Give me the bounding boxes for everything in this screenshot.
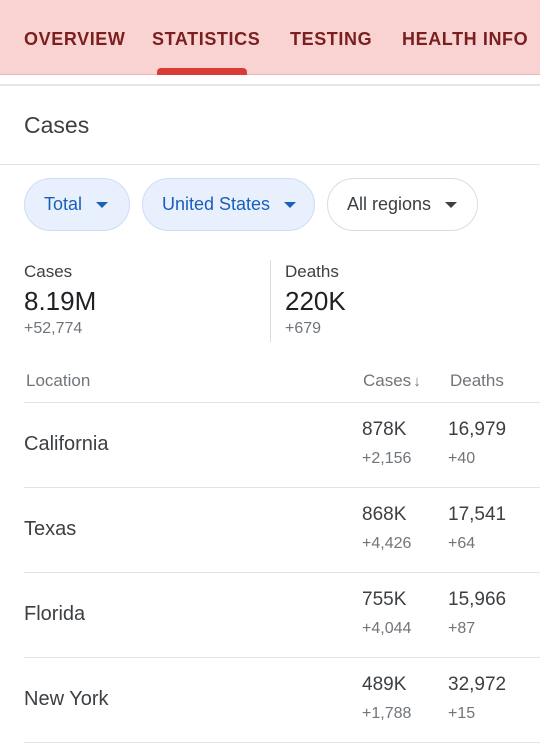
section-title: Cases [24, 112, 90, 138]
row-location: New York [24, 688, 109, 710]
arrow-down-icon: ↓ [413, 373, 421, 390]
tab-overview[interactable]: OVERVIEW [24, 29, 126, 49]
deaths-summary-delta: +679 [285, 320, 322, 337]
row-divider [24, 657, 540, 658]
content-top-edge [0, 84, 540, 86]
row-location: Florida [24, 603, 86, 625]
row-cases: 755K [362, 589, 407, 610]
row-cases: 489K [362, 674, 407, 695]
table-header-divider [24, 402, 540, 403]
cases-summary-label: Cases [24, 262, 73, 281]
row-location: Texas [24, 518, 77, 540]
tab-health-info[interactable]: HEALTH INFO [402, 29, 529, 49]
column-header-location[interactable]: Location [26, 371, 91, 390]
period-filter-label: Total [44, 194, 83, 214]
row-divider [24, 742, 540, 743]
deaths-summary-label: Deaths [285, 262, 339, 281]
row-cases-delta: +2,156 [362, 450, 412, 467]
tab-statistics[interactable]: STATISTICS [152, 29, 261, 49]
row-cases-delta: +4,426 [362, 535, 412, 552]
tab-bar: OVERVIEW STATISTICS TESTING HEALTH INFO [0, 0, 540, 75]
summary-separator [270, 260, 271, 342]
row-deaths: 32,972 [448, 674, 507, 695]
row-deaths: 17,541 [448, 504, 507, 525]
row-deaths-delta: +15 [448, 705, 476, 722]
dropdown-caret-icon [96, 201, 109, 208]
dropdown-caret-icon [445, 201, 458, 208]
row-deaths-delta: +64 [448, 535, 476, 552]
row-cases: 878K [362, 419, 407, 440]
section-divider [0, 164, 540, 165]
row-cases-delta: +1,788 [362, 705, 412, 722]
active-tab-indicator [157, 68, 247, 75]
row-location: California [24, 433, 109, 455]
deaths-summary-value: 220K [285, 286, 346, 316]
country-filter-label: United States [162, 194, 271, 214]
region-filter-label: All regions [347, 194, 432, 214]
row-deaths-delta: +40 [448, 450, 476, 467]
row-deaths: 16,979 [448, 419, 507, 440]
dropdown-caret-icon [284, 201, 297, 208]
row-cases-delta: +4,044 [362, 620, 412, 637]
column-header-cases-label: Cases [363, 371, 412, 390]
row-deaths-delta: +87 [448, 620, 476, 637]
period-filter-chip[interactable]: Total [24, 178, 130, 231]
cases-summary-delta: +52,774 [24, 320, 83, 337]
row-divider [24, 572, 540, 573]
region-filter-chip[interactable]: All regions [327, 178, 478, 231]
country-filter-chip[interactable]: United States [142, 178, 315, 231]
column-header-cases[interactable]: Cases ↓ [363, 371, 421, 391]
row-cases: 868K [362, 504, 407, 525]
cases-summary-value: 8.19M [24, 286, 97, 316]
tab-testing[interactable]: TESTING [290, 29, 373, 49]
row-divider [24, 487, 540, 488]
row-deaths: 15,966 [448, 589, 507, 610]
column-header-deaths[interactable]: Deaths [450, 371, 504, 390]
